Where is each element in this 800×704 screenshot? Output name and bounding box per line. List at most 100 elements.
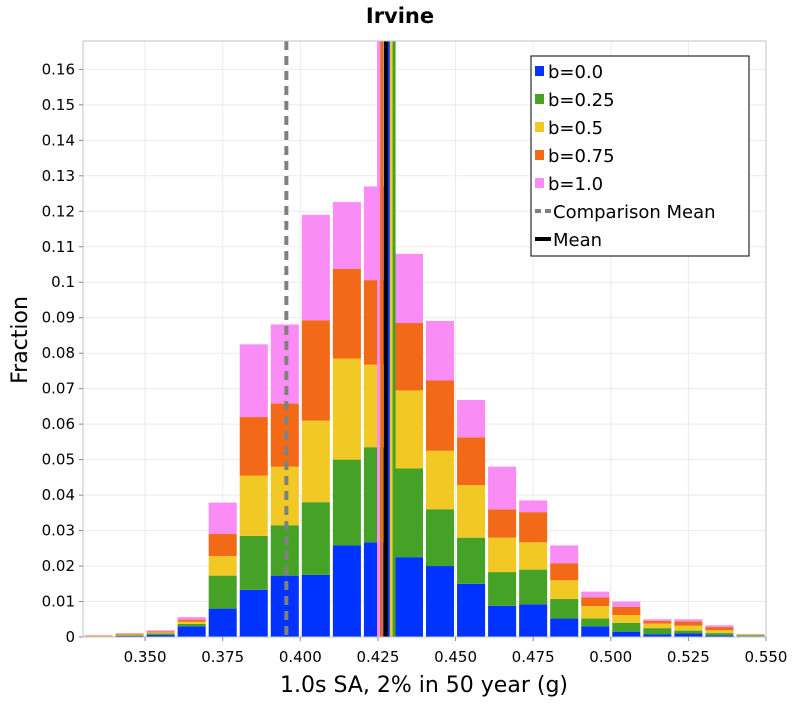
bar-segment: [457, 485, 485, 538]
y-tick-label: 0.12: [42, 202, 75, 220]
bar-segment: [488, 572, 516, 606]
bar-segment: [488, 606, 516, 637]
bar-segment: [426, 321, 454, 381]
y-tick-label: 0.15: [42, 96, 75, 114]
x-tick-label: 0.350: [124, 648, 167, 666]
bar-segment: [581, 619, 609, 627]
bar-segment: [302, 320, 330, 420]
y-tick-label: 0.04: [42, 486, 75, 504]
bar-segment: [519, 570, 547, 605]
y-tick-label: 0.1: [51, 273, 75, 291]
bar-segment: [457, 584, 485, 637]
bar-segment: [612, 632, 640, 637]
bar-segment: [240, 536, 268, 590]
legend-label: Mean: [553, 230, 602, 251]
bar-segment: [674, 619, 702, 621]
bar-segment: [240, 590, 268, 637]
bar-segment: [643, 624, 671, 629]
y-tick-label: 0.16: [42, 60, 75, 78]
bar-segment: [674, 621, 702, 625]
bar-segment: [209, 609, 237, 637]
legend-label: b=0.25: [548, 90, 615, 111]
x-tick-label: 0.525: [667, 648, 710, 666]
bar-segment: [209, 556, 237, 576]
y-tick-label: 0.06: [42, 415, 75, 433]
legend-label: b=0.75: [548, 146, 615, 167]
bar-segment: [116, 635, 144, 636]
legend-label: b=1.0: [548, 174, 603, 195]
bar-segment: [705, 633, 733, 635]
bar-segment: [457, 400, 485, 437]
bar-segment: [612, 602, 640, 607]
y-tick-label: 0.11: [42, 238, 75, 256]
bar-segment: [116, 635, 144, 636]
bar-segment: [209, 576, 237, 609]
bar-segment: [426, 566, 454, 637]
legend-label: b=0.0: [548, 62, 603, 83]
y-tick-label: 0.14: [42, 131, 75, 149]
y-axis-ticks: 00.010.020.030.040.050.060.070.080.090.1…: [42, 60, 83, 646]
bar-segment: [302, 502, 330, 575]
y-tick-label: 0: [65, 628, 75, 646]
legend-label: Comparison Mean: [553, 202, 716, 223]
bar-segment: [147, 633, 175, 634]
bar-segment: [333, 359, 361, 460]
x-tick-label: 0.400: [279, 648, 322, 666]
bar-segment: [333, 460, 361, 546]
bar-segment: [581, 592, 609, 598]
bar-segment: [488, 538, 516, 572]
bar-segment: [395, 254, 423, 323]
chart-title: Irvine: [366, 4, 434, 28]
y-tick-label: 0.01: [42, 593, 75, 611]
x-tick-label: 0.375: [201, 648, 244, 666]
bar-segment: [178, 626, 206, 637]
bar-segment: [488, 509, 516, 537]
bar-segment: [519, 604, 547, 637]
legend-swatch: [535, 94, 544, 104]
x-tick-label: 0.500: [589, 648, 632, 666]
bar-segment: [550, 580, 578, 599]
bar-segment: [302, 575, 330, 637]
bar-segment: [147, 632, 175, 633]
bar-segment: [147, 631, 175, 632]
y-tick-label: 0.03: [42, 522, 75, 540]
bar-segment: [240, 344, 268, 417]
bar-segment: [550, 619, 578, 637]
bar-segment: [302, 421, 330, 503]
legend: b=0.0 b=0.25 b=0.5 b=0.75 b=1.0 Comparison Me…: [531, 56, 749, 256]
bar-segment: [488, 467, 516, 510]
y-tick-label: 0.13: [42, 167, 75, 185]
bar-segment: [178, 617, 206, 619]
bar-segment: [705, 625, 733, 627]
bar-segment: [705, 627, 733, 630]
bar-segment: [240, 476, 268, 536]
bar-segment: [550, 599, 578, 619]
bar-segment: [302, 215, 330, 320]
x-tick-label: 0.475: [512, 648, 555, 666]
bar-segment: [426, 451, 454, 510]
bar-segment: [457, 437, 485, 485]
bar-segment: [550, 545, 578, 563]
bar-segment: [240, 417, 268, 476]
bar-segment: [612, 615, 640, 623]
bar-segment: [674, 631, 702, 634]
bar-segment: [426, 509, 454, 566]
bar-segment: [178, 624, 206, 626]
bar-segment: [519, 500, 547, 512]
y-tick-label: 0.07: [42, 380, 75, 398]
bar-segment: [612, 607, 640, 615]
y-tick-label: 0.02: [42, 557, 75, 575]
bar-segment: [674, 633, 702, 637]
bar-segment: [581, 597, 609, 606]
bar-segment: [209, 503, 237, 534]
legend-label: b=0.5: [548, 118, 603, 139]
y-tick-label: 0.05: [42, 451, 75, 469]
x-tick-label: 0.425: [356, 648, 399, 666]
legend-swatch: [535, 122, 544, 132]
bar-segment: [643, 628, 671, 634]
bar-segment: [395, 557, 423, 637]
y-axis-label: Fraction: [8, 296, 33, 384]
